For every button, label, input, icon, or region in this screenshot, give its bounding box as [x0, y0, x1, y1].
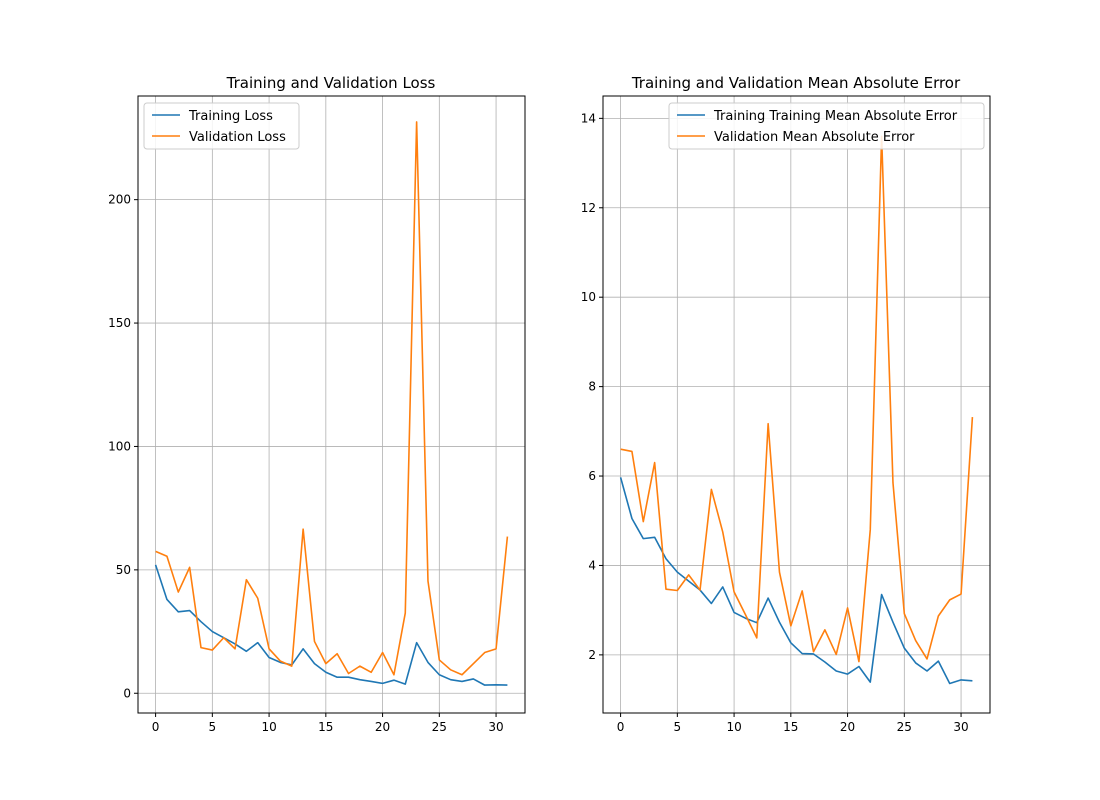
mae-x-tick-label: 5	[674, 720, 682, 734]
loss-x-tick-label: 25	[432, 720, 447, 734]
loss-legend-label: Validation Loss	[189, 130, 286, 145]
mae-x-tick-label: 0	[617, 720, 625, 734]
loss-x-tick-label: 5	[209, 720, 217, 734]
mae-chart-title: Training and Validation Mean Absolute Er…	[631, 74, 961, 92]
loss-x-tick-label: 15	[318, 720, 333, 734]
mae-chart: Training and Validation Mean Absolute Er…	[581, 74, 991, 734]
mae-series-line-training-training-mean-absolute-error	[619, 477, 973, 685]
mae-legend-label: Training Training Mean Absolute Error	[713, 109, 958, 124]
mae-y-tick-label: 10	[581, 290, 596, 304]
loss-x-tick-label: 30	[488, 720, 503, 734]
loss-series-line-validation-loss	[155, 121, 509, 676]
mae-y-tick-label: 8	[588, 380, 596, 394]
loss-chart: Training and Validation Loss 0 5 10 15 20 25 3…	[108, 74, 526, 734]
loss-y-tick-label: 100	[108, 439, 131, 453]
loss-chart-title: Training and Validation Loss	[226, 74, 436, 92]
loss-y-tick-label: 200	[108, 193, 131, 207]
mae-x-tick-label: 20	[840, 720, 855, 734]
loss-y-tick-label: 50	[116, 563, 131, 577]
mae-y-tick-label: 4	[588, 558, 596, 572]
loss-x-tick-label: 0	[152, 720, 160, 734]
mae-y-tick-label: 12	[581, 201, 596, 215]
loss-y-tick-label: 150	[108, 316, 131, 330]
loss-y-tick-label: 0	[123, 686, 131, 700]
loss-x-tick-label: 10	[261, 720, 276, 734]
mae-y-tick-label: 6	[588, 469, 596, 483]
mae-x-tick-label: 30	[953, 720, 968, 734]
loss-series-line-training-loss	[154, 564, 508, 686]
mae-x-tick-label: 15	[783, 720, 798, 734]
loss-legend-box	[143, 102, 300, 150]
loss-x-tick-label: 20	[375, 720, 390, 734]
mae-legend-label: Validation Mean Absolute Error	[714, 130, 915, 145]
loss-plot-frame	[137, 95, 526, 714]
mae-legend-box	[668, 102, 985, 150]
mae-plot-frame	[602, 95, 991, 714]
mae-y-tick-label: 2	[588, 648, 596, 662]
mae-series-line-validation-mean-absolute-error	[620, 135, 974, 663]
mae-x-tick-label: 25	[897, 720, 912, 734]
mae-y-tick-label: 14	[581, 111, 596, 125]
mae-x-tick-label: 10	[726, 720, 741, 734]
loss-legend-label: Training Loss	[188, 109, 273, 124]
